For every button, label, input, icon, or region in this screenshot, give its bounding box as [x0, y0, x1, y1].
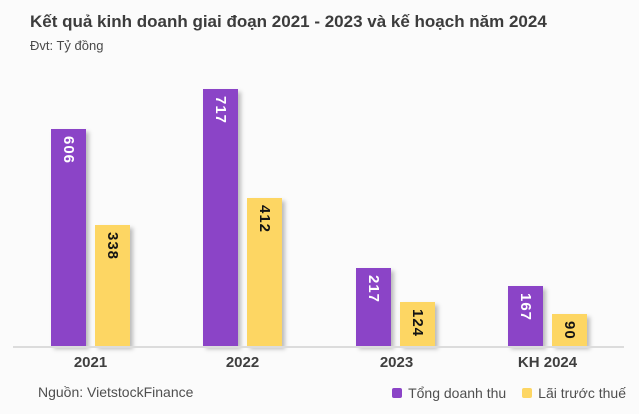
- bar-value-label: 606: [60, 136, 77, 165]
- bar-revenue-2021[interactable]: 606: [51, 129, 86, 346]
- bar-profit-2021[interactable]: 338: [95, 225, 130, 346]
- x-axis-label-kh2024: KH 2024: [517, 354, 578, 371]
- legend-item-profit[interactable]: Lãi trước thuế: [522, 385, 626, 401]
- x-axis-label-2021: 2021: [73, 354, 108, 371]
- bar-profit-kh2024[interactable]: 90: [552, 314, 587, 346]
- legend-swatch-profit-icon: [522, 388, 533, 398]
- x-axis-line: [13, 346, 624, 348]
- x-axis-label-2023: 2023: [379, 354, 414, 371]
- x-axis-label-2022: 2022: [225, 354, 260, 371]
- chart-title: Kết quả kinh doanh giai đoạn 2021 - 2023…: [30, 12, 547, 31]
- bar-value-label: 90: [561, 321, 578, 340]
- bar-revenue-2022[interactable]: 717: [203, 89, 238, 346]
- legend-item-revenue[interactable]: Tổng doanh thu: [392, 385, 506, 401]
- legend-swatch-revenue-icon: [392, 388, 403, 398]
- bar-value-label: 338: [104, 232, 121, 261]
- bar-group-kh2024: 167 90: [508, 0, 587, 346]
- bar-group-2023: 217 124: [356, 0, 435, 346]
- bar-revenue-2023[interactable]: 217: [356, 268, 391, 346]
- bar-group-2022: 717 412: [203, 0, 282, 346]
- bar-value-label: 167: [517, 293, 534, 322]
- bar-value-label: 217: [365, 275, 382, 304]
- bar-value-label: 412: [256, 205, 273, 234]
- bar-value-label: 717: [212, 96, 229, 125]
- bar-profit-2022[interactable]: 412: [247, 198, 282, 346]
- bar-group-2021: 606 338: [51, 0, 130, 346]
- legend-label-profit: Lãi trước thuế: [538, 385, 626, 401]
- bar-profit-2023[interactable]: 124: [400, 302, 435, 346]
- legend-label-revenue: Tổng doanh thu: [408, 385, 507, 401]
- bar-revenue-kh2024[interactable]: 167: [508, 286, 543, 346]
- source-credit: Nguồn: VietstockFinance: [38, 384, 194, 400]
- legend: Tổng doanh thu Lãi trước thuế: [392, 385, 626, 401]
- chart-unit-label: Đvt: Tỷ đồng: [30, 38, 104, 53]
- bar-value-label: 124: [409, 309, 426, 338]
